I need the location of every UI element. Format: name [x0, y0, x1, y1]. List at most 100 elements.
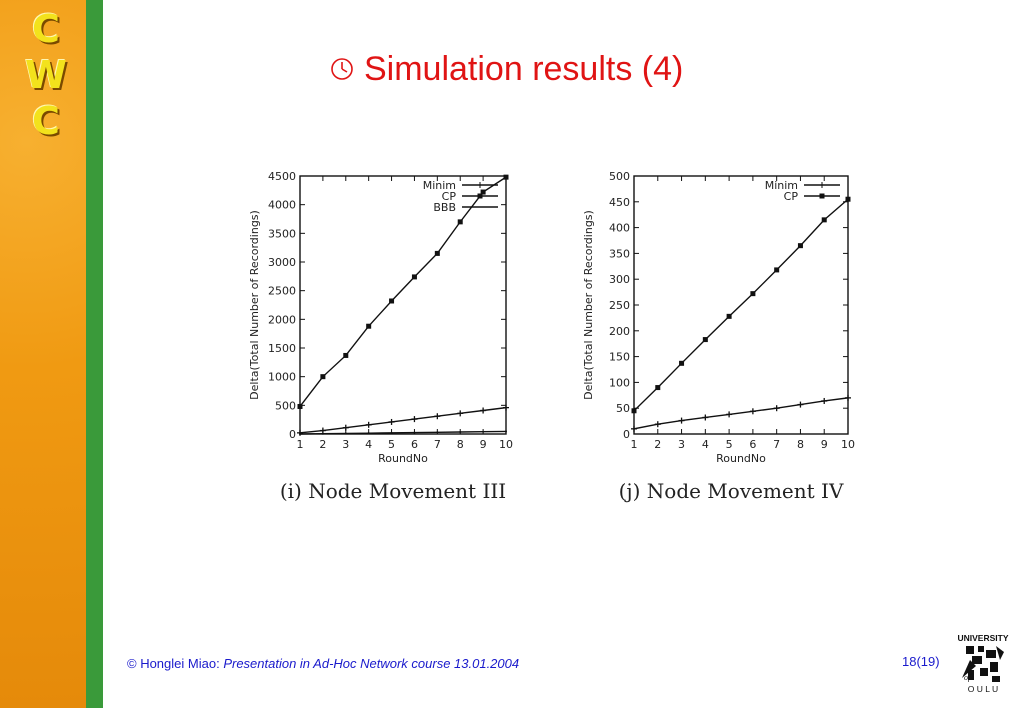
- cwc-logo: C W C: [20, 6, 72, 144]
- data-point: [297, 403, 303, 409]
- y-tick-label: 200: [609, 325, 630, 338]
- data-point: [480, 189, 486, 195]
- chart-caption: (j) Node Movement IV: [619, 479, 844, 503]
- y-tick-label: 500: [275, 399, 296, 412]
- x-tick-label: 10: [841, 438, 855, 451]
- y-tick-label: 2500: [268, 285, 296, 298]
- data-point: [749, 408, 756, 415]
- x-tick-label: 8: [457, 438, 464, 451]
- x-tick-label: 5: [388, 438, 395, 451]
- data-point: [389, 298, 395, 304]
- data-point: [773, 405, 780, 412]
- x-tick-label: 9: [821, 438, 828, 451]
- x-tick-label: 3: [678, 438, 685, 451]
- data-point: [503, 174, 509, 180]
- data-point: [342, 424, 349, 431]
- data-point: [654, 421, 661, 428]
- university-of-oulu-logo: UNIVERSITY of O U L U: [957, 633, 1008, 694]
- logo-university-text: UNIVERSITY: [957, 633, 1008, 643]
- y-tick-label: 250: [609, 299, 630, 312]
- data-point: [655, 385, 661, 391]
- data-point: [702, 414, 709, 421]
- footer-copyright: © Honglei Miao:: [127, 656, 220, 671]
- data-point: [821, 217, 827, 223]
- y-tick-label: 100: [609, 376, 630, 389]
- data-point: [797, 401, 804, 408]
- data-point: [299, 433, 301, 435]
- logo-letter: W: [25, 53, 67, 97]
- data-point: [321, 432, 324, 435]
- data-point: [411, 416, 418, 423]
- data-point: [434, 413, 441, 420]
- legend-label: Minim: [765, 179, 798, 192]
- data-point: [388, 418, 395, 425]
- data-point: [344, 432, 347, 435]
- x-tick-label: 8: [797, 438, 804, 451]
- logo-emblem: [962, 646, 1004, 682]
- slide-title: Simulation results (4): [330, 44, 683, 94]
- y-tick-label: 300: [609, 273, 630, 286]
- legend-label: CP: [442, 190, 457, 203]
- data-point: [702, 337, 708, 343]
- x-tick-label: 9: [480, 438, 487, 451]
- data-point: [343, 352, 349, 358]
- data-point: [750, 291, 756, 297]
- data-point: [413, 431, 416, 434]
- legend-label: CP: [784, 190, 799, 203]
- footer-credit: © Honglei Miao: Presentation in Ad-Hoc N…: [127, 656, 519, 671]
- x-tick-label: 1: [631, 438, 638, 451]
- data-point: [480, 407, 487, 414]
- y-tick-label: 50: [616, 402, 630, 415]
- chart-svg: 0 500 1000 1500 2000 2500 3000 3500 4000 4500 1 2 3 4…: [248, 170, 513, 503]
- data-point: [845, 196, 851, 202]
- x-tick-label: 7: [434, 438, 441, 451]
- data-point: [845, 394, 851, 401]
- plot-frame: [299, 175, 507, 435]
- data-point: [390, 431, 393, 434]
- x-tick-label: 6: [411, 438, 418, 451]
- series-line-minim: [633, 397, 849, 430]
- x-tick-label: 2: [319, 438, 326, 451]
- series-line-bbb: [299, 430, 507, 435]
- legend-marker: [819, 193, 825, 199]
- logo-oulu-text: O U L U: [968, 684, 998, 694]
- data-point: [482, 430, 485, 433]
- y-tick-label: 1000: [268, 371, 296, 384]
- series-line-cp: [299, 176, 507, 407]
- x-tick-label: 7: [773, 438, 780, 451]
- data-point: [631, 425, 637, 432]
- data-point: [678, 417, 685, 424]
- data-point: [457, 219, 463, 225]
- data-point: [505, 430, 507, 433]
- y-tick-label: 150: [609, 351, 630, 364]
- x-tick-label: 3: [342, 438, 349, 451]
- y-tick-label: 3000: [268, 256, 296, 269]
- chart-caption: (i) Node Movement III: [280, 479, 506, 503]
- chart-node-movement-iii: 0 500 1000 1500 2000 2500 3000 3500 4000 4500 1 2 3 4…: [222, 152, 522, 514]
- y-tick-label: 3500: [268, 227, 296, 240]
- data-point: [457, 410, 464, 417]
- data-point: [436, 431, 439, 434]
- x-tick-label: 4: [702, 438, 709, 451]
- data-point: [631, 408, 637, 414]
- footer-course: Presentation in Ad-Hoc Network course 13…: [223, 656, 520, 671]
- page-number: 18(19): [902, 654, 940, 669]
- data-point: [320, 374, 326, 380]
- x-tick-label: 1: [297, 438, 304, 451]
- sidebar-background: [0, 0, 86, 708]
- legend-label: BBB: [433, 201, 456, 214]
- y-axis-label: Delta(Total Number of Recordings): [248, 210, 261, 400]
- data-point: [459, 430, 462, 433]
- x-axis-label: RoundNo: [716, 452, 766, 465]
- data-point: [821, 397, 828, 404]
- logo-letter: C: [32, 7, 60, 51]
- data-point: [319, 427, 326, 434]
- y-tick-label: 4500: [268, 170, 296, 183]
- y-tick-label: 1500: [268, 342, 296, 355]
- data-point: [367, 432, 370, 435]
- data-point: [797, 243, 803, 249]
- data-point: [434, 250, 440, 256]
- x-tick-label: 2: [654, 438, 661, 451]
- y-tick-label: 4000: [268, 199, 296, 212]
- y-tick-label: 350: [609, 247, 630, 260]
